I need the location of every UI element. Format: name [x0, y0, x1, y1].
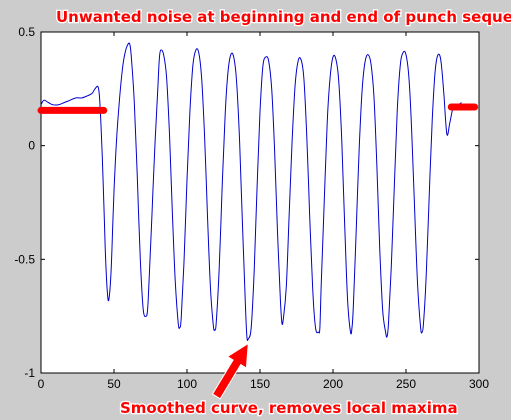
x-tick-label: 150 [250, 377, 270, 391]
y-tick-label: -1 [24, 366, 35, 380]
x-tick-labels: 0 50 100 150 200 250 300 [38, 377, 490, 391]
y-tick-labels: 0.5 0 -0.5 -1 [14, 25, 35, 380]
y-tick-label: -0.5 [14, 252, 35, 266]
annotation-arrow [211, 342, 249, 400]
y-tick-label: 0 [28, 139, 35, 153]
x-tick-label: 200 [323, 377, 343, 391]
y-tick-label: 0.5 [18, 25, 35, 39]
plot-area [40, 31, 480, 374]
x-tick-label: 100 [177, 377, 197, 391]
x-tick-label: 300 [469, 377, 489, 391]
x-tick-label: 50 [107, 377, 121, 391]
noise-markers [37, 103, 479, 114]
x-tick-label: 0 [38, 377, 45, 391]
annotation-bottom: Smoothed curve, removes local maxima [120, 399, 458, 417]
annotation-top: Unwanted noise at beginning and end of p… [56, 8, 511, 26]
series-line [40, 42, 462, 341]
axis-ticks [40, 31, 480, 374]
x-tick-label: 250 [396, 377, 416, 391]
